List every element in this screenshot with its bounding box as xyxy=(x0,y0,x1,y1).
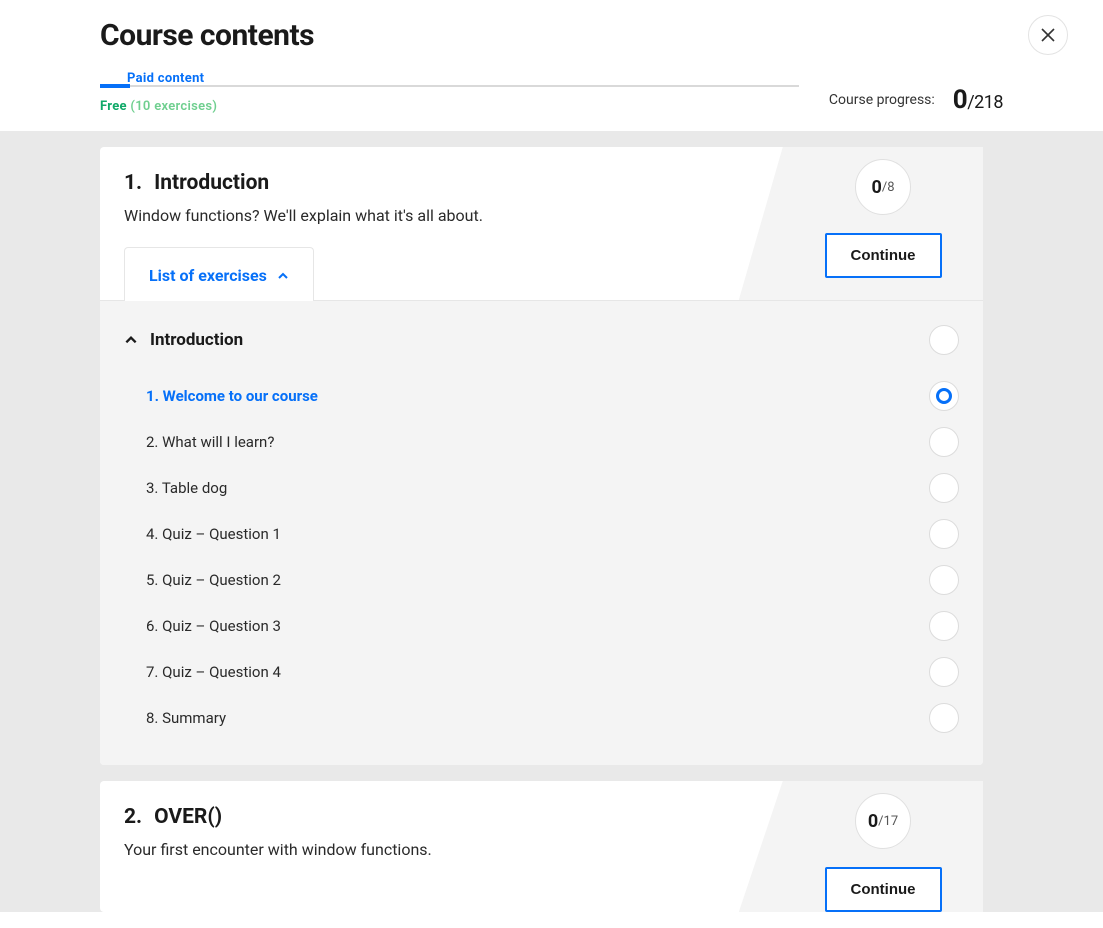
exercise-label: 8. Summary xyxy=(146,709,226,727)
exercise-label: 2. What will I learn? xyxy=(146,433,274,451)
exercise-label: 1. Welcome to our course xyxy=(146,387,318,405)
exercise-label: 3. Table dog xyxy=(146,479,227,497)
exercise-item[interactable]: 7. Quiz – Question 4 xyxy=(124,649,959,695)
exercise-label: 5. Quiz – Question 2 xyxy=(146,571,281,589)
section-title: Introduction xyxy=(154,171,269,195)
status-circle xyxy=(929,703,959,733)
exercise-item[interactable]: 3. Table dog xyxy=(124,465,959,511)
progress-bar: Paid content Free (10 exercises) xyxy=(100,85,799,114)
chevron-up-icon xyxy=(124,333,138,347)
course-progress-label: Course progress: xyxy=(829,92,935,108)
exercise-label: 7. Quiz – Question 4 xyxy=(146,663,281,681)
exercise-label: 6. Quiz – Question 3 xyxy=(146,617,281,635)
section-description: Window functions? We'll explain what it'… xyxy=(124,205,783,227)
chevron-up-icon xyxy=(277,270,289,282)
close-button[interactable] xyxy=(1028,15,1068,55)
exercise-item[interactable]: 5. Quiz – Question 2 xyxy=(124,557,959,603)
status-circle xyxy=(929,325,959,355)
close-icon xyxy=(1040,27,1056,43)
paid-content-label: Paid content xyxy=(127,71,204,86)
section-over: 2. OVER() Your first encounter with wind… xyxy=(100,781,983,912)
exercise-item[interactable]: 8. Summary xyxy=(124,695,959,741)
section-progress-badge: 0/8 xyxy=(855,159,911,215)
section-introduction: 1. Introduction Window functions? We'll … xyxy=(100,147,983,765)
status-circle xyxy=(929,381,959,411)
status-circle xyxy=(929,611,959,641)
subsection-toggle[interactable]: Introduction xyxy=(124,325,959,355)
list-of-exercises-tab[interactable]: List of exercises xyxy=(124,247,314,301)
status-circle xyxy=(929,427,959,457)
section-description: Your first encounter with window functio… xyxy=(124,839,783,861)
exercise-item[interactable]: 1. Welcome to our course xyxy=(124,373,959,419)
section-title: OVER() xyxy=(154,805,222,829)
free-label: Free (10 exercises) xyxy=(100,99,799,114)
exercise-item[interactable]: 4. Quiz – Question 1 xyxy=(124,511,959,557)
course-progress-value: 0/218 xyxy=(953,85,1003,115)
status-circle xyxy=(929,519,959,549)
continue-button[interactable]: Continue xyxy=(825,867,942,912)
continue-button[interactable]: Continue xyxy=(825,233,942,278)
exercise-list-panel: Introduction 1. Welcome to our course 2. … xyxy=(100,300,983,765)
subsection-title: Introduction xyxy=(150,330,243,350)
section-number: 1. xyxy=(124,171,142,195)
exercise-item[interactable]: 2. What will I learn? xyxy=(124,419,959,465)
page-title: Course contents xyxy=(100,18,1003,53)
section-number: 2. xyxy=(124,805,142,829)
status-circle xyxy=(929,565,959,595)
section-progress-badge: 0/17 xyxy=(855,793,911,849)
status-circle xyxy=(929,657,959,687)
exercise-label: 4. Quiz – Question 1 xyxy=(146,525,281,543)
exercise-item[interactable]: 6. Quiz – Question 3 xyxy=(124,603,959,649)
status-circle xyxy=(929,473,959,503)
